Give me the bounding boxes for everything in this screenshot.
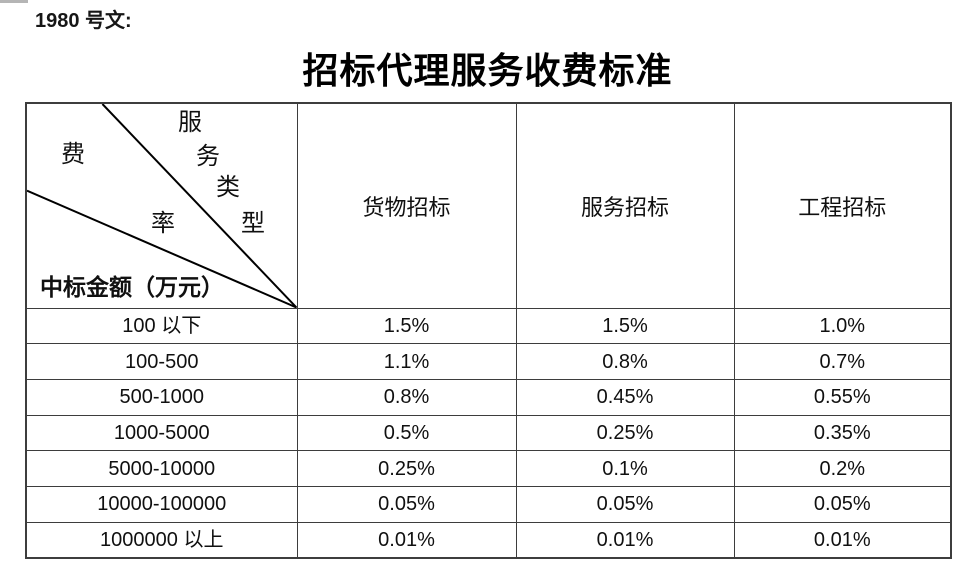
row-range-label: 1000000 以上 xyxy=(25,521,298,559)
fee-cell: 0.45% xyxy=(515,378,735,416)
table-header-row: 费 率 服 务 类 型 中标金额（万元） 货物招标 服务招标 工程招标 xyxy=(25,102,952,309)
corner-row-axis-label: 中标金额（万元） xyxy=(40,275,224,300)
fee-cell: 0.01% xyxy=(296,521,517,559)
page-edge-artifact xyxy=(0,0,28,3)
table-row: 10000-100000 0.05% 0.05% 0.05% xyxy=(25,485,952,523)
column-header-goods-bidding: 货物招标 xyxy=(296,102,517,309)
fee-cell: 1.5% xyxy=(515,307,735,345)
fee-cell: 0.1% xyxy=(515,450,735,487)
column-header-service-bidding: 服务招标 xyxy=(515,102,735,309)
row-range-label: 1000-5000 xyxy=(25,414,298,452)
fee-cell: 0.55% xyxy=(733,378,952,416)
fee-table: 费 率 服 务 类 型 中标金额（万元） 货物招标 服务招标 工程招标 100 … xyxy=(25,102,952,559)
row-range-label: 5000-10000 xyxy=(25,450,298,487)
row-range-label: 500-1000 xyxy=(25,378,298,416)
fee-cell: 0.01% xyxy=(733,521,952,559)
table-row: 100 以下 1.5% 1.5% 1.0% xyxy=(25,307,952,345)
fee-cell: 0.05% xyxy=(733,485,952,523)
table-row: 5000-10000 0.25% 0.1% 0.2% xyxy=(25,450,952,487)
fee-cell: 0.35% xyxy=(733,414,952,452)
fee-cell: 0.8% xyxy=(515,343,735,380)
row-range-label: 100 以下 xyxy=(25,307,298,345)
fee-cell: 0.01% xyxy=(515,521,735,559)
corner-label-service-char-4: 型 xyxy=(241,211,265,237)
fee-cell: 0.05% xyxy=(296,485,517,523)
fee-cell: 0.7% xyxy=(733,343,952,380)
corner-label-service-char-2: 务 xyxy=(196,144,220,170)
fee-cell: 0.5% xyxy=(296,414,517,452)
corner-label-service-char-3: 类 xyxy=(216,175,240,201)
row-range-label: 10000-100000 xyxy=(25,485,298,523)
corner-label-fee-char-2: 率 xyxy=(151,211,175,237)
fee-cell: 1.0% xyxy=(733,307,952,345)
diagonal-divider-lines xyxy=(27,104,296,307)
table-row: 100-500 1.1% 0.8% 0.7% xyxy=(25,343,952,380)
fee-cell: 1.5% xyxy=(296,307,517,345)
page-title: 招标代理服务收费标准 xyxy=(302,51,673,91)
fee-cell: 0.25% xyxy=(515,414,735,452)
fee-cell: 1.1% xyxy=(296,343,517,380)
fee-cell: 0.2% xyxy=(733,450,952,487)
document-ref-label: 1980 号文: xyxy=(35,10,132,32)
table-row: 1000-5000 0.5% 0.25% 0.35% xyxy=(25,414,952,452)
fee-cell: 0.8% xyxy=(296,378,517,416)
column-header-engineering-bidding: 工程招标 xyxy=(733,102,952,309)
table-corner-cell: 费 率 服 务 类 型 中标金额（万元） xyxy=(25,102,298,309)
fee-cell: 0.25% xyxy=(296,450,517,487)
row-range-label: 100-500 xyxy=(25,343,298,380)
corner-label-service-char-1: 服 xyxy=(178,110,202,136)
corner-label-fee-char-1: 费 xyxy=(61,142,85,168)
fee-cell: 0.05% xyxy=(515,485,735,523)
table-row: 500-1000 0.8% 0.45% 0.55% xyxy=(25,378,952,416)
table-row: 1000000 以上 0.01% 0.01% 0.01% xyxy=(25,521,952,559)
